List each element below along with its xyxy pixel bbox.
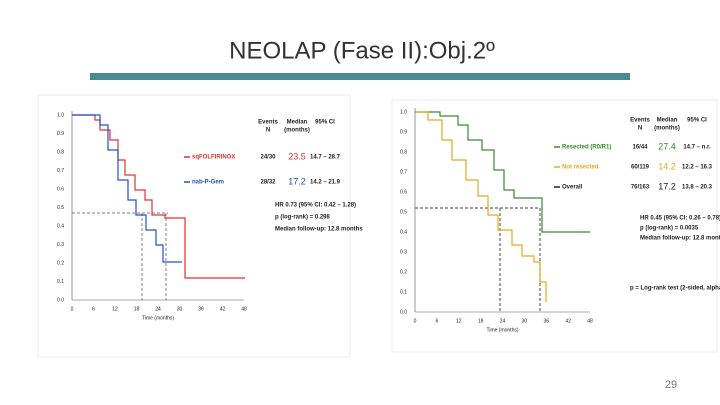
x-axis-label: Time (months) [142, 315, 174, 321]
median: 17.2 [658, 181, 676, 191]
y-tick-label: 0.6 [57, 186, 64, 192]
x-tick-label: 36 [543, 318, 549, 324]
x-tick-label: 30 [522, 318, 528, 324]
km-curve [415, 111, 547, 302]
legend-label: Resected (R0/R1) [562, 145, 611, 151]
stat-text: p = Log-rank test (2-sided, alpha=0.05) [630, 286, 720, 292]
legend-header: N [638, 126, 642, 132]
y-tick-label: 0.1 [57, 279, 64, 285]
right-figure [391, 99, 718, 353]
legend-label: Overall [562, 185, 583, 191]
y-tick-label: 0.2 [57, 260, 64, 266]
stat-text: Median follow-up: 12.8 months [640, 236, 720, 242]
median: 17.2 [288, 176, 306, 186]
x-axis-label: Time (months) [486, 327, 518, 333]
events: 60/119 [631, 165, 650, 171]
km-curve [72, 114, 182, 263]
legend-header: (months) [654, 126, 680, 132]
ci: 13.8 – 20.3 [682, 185, 713, 191]
legend-label: Not resected [562, 165, 599, 171]
right-curves [415, 111, 590, 312]
legend-header: Median [657, 118, 678, 124]
y-tick-label: 0.4 [400, 229, 407, 235]
x-tick-label: 24 [500, 318, 506, 324]
stat-text: HR 0.45 (95% CI: 0.26 – 0.78) [640, 216, 720, 222]
events: 16/44 [632, 145, 648, 151]
legend-header: Events [258, 120, 278, 126]
title-bar [90, 73, 630, 80]
legend-header: Median [287, 120, 308, 126]
x-tick-label: 12 [112, 306, 118, 312]
events: 28/32 [260, 180, 276, 186]
x-tick-label: 18 [478, 318, 484, 324]
legend-header: Events [630, 118, 650, 124]
legend-header: 95% CI [315, 120, 335, 126]
legend-header: (months) [284, 128, 310, 134]
median: 27.4 [658, 141, 676, 151]
x-tick-label: 42 [565, 318, 571, 324]
stat-text: Median follow-up: 12.8 months [275, 227, 363, 233]
stat-text: HR 0.73 (95% CI: 0.42 – 1.28) [275, 203, 356, 209]
y-tick-label: 0.9 [400, 129, 407, 135]
median: 14.2 [658, 161, 676, 171]
km-curve [415, 111, 590, 233]
y-tick-label: 0.5 [400, 209, 407, 215]
stat-text: p (log-rank) = 0.298 [275, 215, 331, 221]
y-tick-label: 0.3 [400, 249, 407, 255]
median: 23.5 [288, 151, 306, 161]
y-tick-label: 1.0 [57, 112, 64, 118]
x-tick-label: 0 [71, 306, 74, 312]
legend-label: nab-P-Gem [192, 180, 224, 186]
y-tick-label: 0.0 [57, 297, 64, 303]
x-tick-label: 30 [177, 306, 183, 312]
y-tick-label: 0.6 [400, 189, 407, 195]
left-figure [37, 94, 351, 358]
y-tick-label: 0.2 [400, 269, 407, 275]
y-tick-label: 0.3 [57, 242, 64, 248]
ci: 14.2 – 21.9 [310, 180, 341, 186]
legend-header: N [266, 128, 270, 134]
y-tick-label: 1.0 [400, 109, 407, 115]
slide-title: NEOLAP (Fase II):Obj.2º [229, 37, 495, 64]
y-tick-label: 0.8 [400, 149, 407, 155]
ci: 12.2 – 16.3 [682, 165, 713, 171]
events: 76/163 [631, 185, 650, 191]
x-tick-label: 42 [220, 306, 226, 312]
x-tick-label: 36 [198, 306, 204, 312]
x-tick-label: 0 [414, 318, 417, 324]
y-tick-label: 0.0 [400, 309, 407, 315]
y-tick-label: 0.5 [57, 205, 64, 211]
x-tick-label: 6 [435, 318, 438, 324]
events: 24/30 [260, 155, 276, 161]
y-tick-label: 0.7 [400, 169, 407, 175]
left-curves [72, 114, 245, 300]
y-tick-label: 0.8 [57, 149, 64, 155]
y-tick-label: 0.4 [57, 223, 64, 229]
x-tick-label: 12 [456, 318, 462, 324]
x-tick-label: 48 [241, 306, 247, 312]
ci: 14.7 – n.r. [683, 145, 711, 151]
page-number: 29 [665, 379, 677, 391]
x-tick-label: 48 [587, 318, 593, 324]
y-tick-label: 0.7 [57, 168, 64, 174]
x-tick-label: 18 [134, 306, 140, 312]
y-tick-label: 0.1 [400, 289, 407, 295]
stat-text: p (log-rank) = 0.0035 [640, 226, 699, 232]
x-tick-label: 24 [155, 306, 161, 312]
ci: 14.7 – 28.7 [310, 155, 341, 161]
x-tick-label: 6 [92, 306, 95, 312]
legend-header: 95% CI [687, 118, 707, 124]
y-tick-label: 0.9 [57, 131, 64, 137]
legend-label: sqFOLFIRINOX [192, 155, 235, 161]
